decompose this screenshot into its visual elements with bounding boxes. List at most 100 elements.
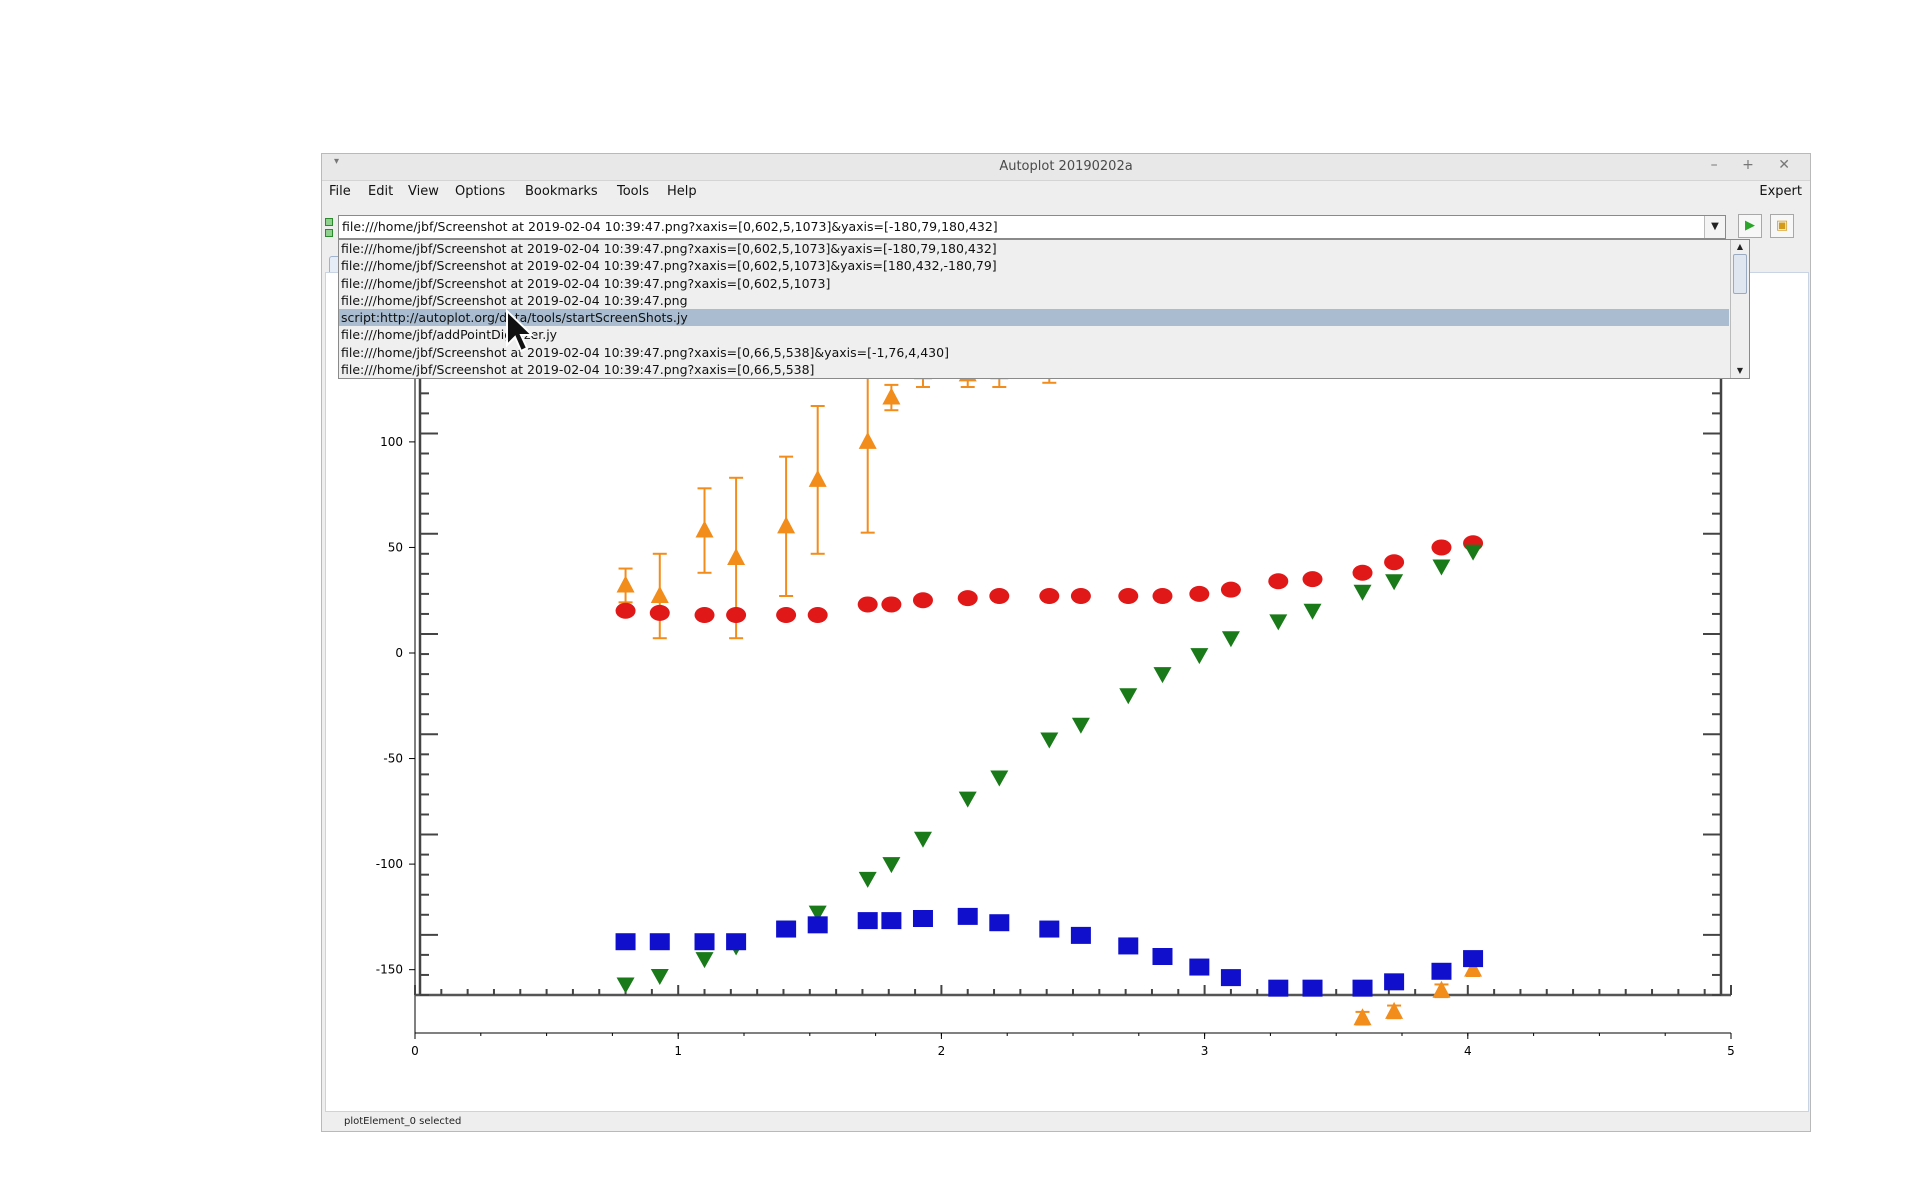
menu-bookmarks[interactable]: Bookmarks	[525, 184, 598, 199]
data-point-triangle-down	[882, 857, 901, 874]
menu-file[interactable]: File	[329, 184, 351, 199]
data-point-triangle-down	[808, 905, 827, 922]
history-item[interactable]: file:///home/jbf/addPointDigitizer.jy	[341, 327, 558, 343]
data-point-circle	[776, 607, 797, 623]
data-point-square	[1070, 926, 1091, 944]
window-control-buttons[interactable]: – + ✕	[1710, 157, 1800, 173]
data-point-triangle-up	[616, 575, 635, 593]
data-point-circle	[1118, 588, 1139, 604]
menu-edit[interactable]: Edit	[368, 184, 394, 199]
window-title: Autoplot 20190202a	[999, 159, 1133, 174]
address-bar: ▼	[338, 215, 1726, 239]
history-list: file:///home/jbf/Screenshot at 2019-02-0…	[339, 240, 1729, 378]
data-point-circle	[1352, 564, 1373, 581]
data-point-triangle-down	[990, 770, 1009, 787]
mouse-pointer-icon	[506, 309, 535, 353]
x-tick-label: 2	[938, 1044, 946, 1058]
data-point-triangle-down	[616, 977, 635, 994]
plot-canvas[interactable]: -150-100-50050100150012345MMB	[325, 272, 1809, 1112]
data-point-triangle-down	[958, 791, 977, 808]
data-point-triangle-down	[1071, 717, 1090, 734]
expert-mode-label[interactable]: Expert	[1759, 184, 1802, 199]
history-item-selected[interactable]: script:http://autoplot.org/data/tools/st…	[339, 309, 1729, 327]
data-point-triangle-down	[695, 952, 714, 969]
scroll-up-icon[interactable]: ▲	[1736, 242, 1744, 251]
data-point-triangle-up	[727, 548, 746, 565]
data-point-triangle-up	[858, 431, 877, 449]
history-item[interactable]: file:///home/jbf/Screenshot at 2019-02-0…	[341, 344, 949, 360]
data-point-square	[1384, 973, 1405, 991]
data-point-triangle-up	[808, 469, 827, 487]
data-point-circle	[807, 607, 828, 623]
data-point-circle	[1189, 585, 1210, 602]
scroll-down-icon[interactable]: ▼	[1736, 366, 1744, 375]
data-point-square	[1189, 958, 1210, 976]
data-point-square	[1118, 937, 1139, 955]
history-item[interactable]: file:///home/jbf/Screenshot at 2019-02-0…	[341, 258, 997, 274]
open-folder-button[interactable]: ▣	[1770, 214, 1794, 238]
data-point-circle	[615, 602, 636, 619]
window-menu-icon[interactable]: ▾	[334, 156, 340, 167]
menu-tools[interactable]: Tools	[617, 184, 650, 199]
data-point-square	[649, 933, 670, 951]
data-point-square	[912, 910, 933, 927]
status-text: plotElement_0 selected	[344, 1116, 462, 1127]
x-tick-label: 5	[1727, 1044, 1735, 1058]
data-point-triangle-down	[1040, 732, 1059, 749]
x-tick-label: 0	[411, 1044, 419, 1058]
menu-options[interactable]: Options	[455, 184, 506, 199]
menu-help[interactable]: Help	[667, 184, 697, 199]
y-tick-label: 50	[388, 540, 403, 554]
data-point-square	[857, 912, 878, 930]
chevron-down-icon[interactable]: ▼	[1704, 216, 1725, 238]
data-point-triangle-down	[1385, 574, 1404, 591]
data-point-circle	[1431, 539, 1452, 556]
data-point-triangle-up	[1353, 1008, 1372, 1026]
data-point-circle	[1152, 588, 1173, 604]
data-point-triangle-down	[1432, 559, 1451, 576]
data-point-triangle-down	[1119, 688, 1138, 705]
go-button[interactable]: ▶	[1738, 214, 1762, 238]
data-source-indicator-icon	[325, 218, 333, 240]
history-item[interactable]: file:///home/jbf/Screenshot at 2019-02-0…	[341, 275, 831, 291]
history-scrollbar[interactable]: ▲ ▼	[1730, 240, 1749, 378]
data-point-triangle-up	[882, 387, 901, 405]
data-uri-input[interactable]	[339, 216, 1702, 237]
status-bar: plotElement_0 selected	[322, 1112, 1810, 1132]
data-point-circle	[881, 596, 902, 613]
data-point-circle	[726, 607, 747, 623]
plot-svg[interactable]: -150-100-50050100150012345MMB	[326, 272, 1808, 1111]
data-point-circle	[1070, 588, 1091, 604]
title-bar: ▾ Autoplot 20190202a – + ✕	[322, 154, 1810, 181]
menu-bar: File Edit View Options Bookmarks Tools H…	[322, 180, 1810, 202]
data-point-circle	[957, 590, 978, 607]
y-tick-label: 100	[380, 435, 403, 449]
data-point-circle	[912, 592, 933, 609]
menu-view[interactable]: View	[408, 184, 439, 199]
data-point-circle	[1039, 588, 1060, 604]
data-point-square	[1302, 979, 1323, 997]
data-point-triangle-down	[1464, 544, 1483, 561]
data-point-triangle-down	[1303, 603, 1322, 620]
history-item[interactable]: file:///home/jbf/Screenshot at 2019-02-0…	[341, 362, 815, 378]
history-dropdown: file:///home/jbf/Screenshot at 2019-02-0…	[338, 239, 1750, 379]
data-point-square	[776, 920, 797, 938]
data-point-triangle-up	[1385, 1001, 1404, 1019]
data-point-triangle-down	[913, 831, 932, 848]
y-tick-label: -50	[383, 752, 403, 766]
y-tick-label: -100	[376, 857, 403, 871]
data-point-triangle-down	[1221, 631, 1240, 648]
data-point-triangle-up	[777, 516, 796, 534]
history-item[interactable]: file:///home/jbf/Screenshot at 2019-02-0…	[341, 241, 997, 256]
data-point-square	[989, 914, 1010, 932]
data-point-square	[1431, 962, 1452, 980]
data-point-triangle-down	[650, 969, 669, 985]
y-tick-label: -150	[376, 963, 403, 977]
history-item[interactable]: file:///home/jbf/Screenshot at 2019-02-0…	[341, 292, 688, 308]
x-tick-label: 1	[674, 1044, 682, 1058]
scroll-thumb[interactable]	[1733, 254, 1747, 294]
data-point-triangle-down	[1190, 648, 1209, 665]
autoplot-window: ▾ Autoplot 20190202a – + ✕ File Edit Vie…	[321, 153, 1811, 1132]
data-point-square	[694, 933, 715, 951]
data-point-square	[1220, 969, 1241, 987]
